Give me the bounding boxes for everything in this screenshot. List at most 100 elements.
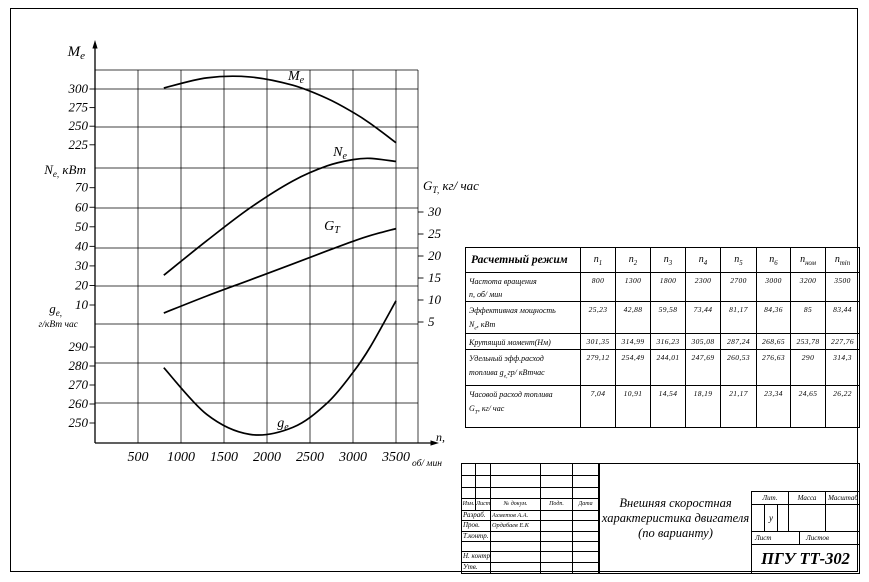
signature-sign-cell	[541, 541, 573, 552]
signature-date-cell	[573, 541, 599, 552]
table-cell: 800	[580, 271, 616, 303]
label-text: N	[469, 319, 475, 329]
signature-date-cell	[573, 511, 599, 521]
table-cell: 314,99	[615, 333, 651, 351]
table-cell: 85	[790, 301, 826, 335]
signature-row: Т.контр.	[462, 531, 599, 542]
signature-name	[491, 531, 541, 541]
table-col-header: n4	[685, 247, 721, 273]
signature-role: Пров.	[462, 521, 491, 531]
table-cell: 2700	[720, 271, 757, 303]
signature-role: Т.контр.	[462, 531, 491, 541]
table-cell: 279,12	[580, 349, 616, 387]
table-cell: 254,49	[615, 349, 651, 387]
sheet-label: Лист	[752, 532, 800, 544]
stamp-header-cell: Подп.	[541, 499, 573, 511]
table-cell: 268,65	[756, 333, 791, 351]
signature-name	[491, 562, 541, 573]
revision-grid-cell	[573, 476, 599, 488]
label-text: Крутящий момент(Нм)	[469, 338, 551, 348]
calc-table: Расчетный режим n1 n2 n3 n4 n5 n6 nном nmin Часто…	[465, 247, 860, 429]
table-cell: 314,3	[825, 349, 860, 387]
table-cell: 1300	[615, 271, 651, 303]
row-label: Удельный эфф.расход топлива gе,гр/ кВтчас	[465, 349, 581, 387]
table-cell: 290	[790, 349, 826, 387]
table-row: Крутящий момент(Нм) 301,35 314,99 316,23 305…	[465, 333, 860, 351]
revision-grid-cell	[476, 476, 491, 488]
table-cell: 24,65	[790, 385, 826, 429]
table-cell: 3500	[825, 271, 860, 303]
stamp-header-cell: № докум.	[491, 499, 541, 511]
row-label: Частота вращения n, об/ мин	[465, 271, 581, 303]
revision-grid-cell	[541, 476, 573, 488]
label-text: , кВт	[476, 319, 496, 329]
col-header-base: n	[628, 253, 634, 265]
label-subscript: е,	[503, 373, 508, 380]
row-label-line: топлива gе,гр/ кВтчас	[469, 366, 577, 382]
stamp-header-row: Изм. Лист № докум. Подп. Дата	[462, 499, 599, 511]
label-text: гр/ кВтчас	[507, 367, 545, 377]
stamp-lit-header: Лит. Масса Масштаб	[751, 491, 859, 504]
drawing-title-line: характеристика двигателя	[601, 511, 750, 525]
signature-row: Утв.	[462, 562, 599, 573]
table-cell: 1800	[650, 271, 686, 303]
col-header-sub: 5	[739, 259, 743, 267]
row-label: Часовой расход топлива GТ, кг/ час	[465, 385, 581, 429]
stamp-header-cell: Изм.	[462, 499, 476, 511]
table-row: Часовой расход топлива GТ, кг/ час 7,04 10,…	[465, 385, 860, 429]
revision-grid-cell	[462, 464, 476, 476]
signature-name	[491, 552, 541, 562]
signature-sign-cell	[541, 531, 573, 541]
table-cell: 7,04	[580, 385, 616, 429]
drawing-title-line: Внешняя скоростная	[619, 496, 732, 510]
table-cell: 84,36	[756, 301, 791, 335]
label-text: Эффективная мощность	[469, 306, 556, 316]
signature-role	[462, 541, 491, 552]
signature-row: Н. контр.	[462, 552, 599, 563]
mass-value-cell	[789, 505, 826, 531]
mass-label: Масса	[789, 492, 826, 504]
table-cell: 59,58	[650, 301, 686, 335]
drawing-title-line: (по варианту)	[638, 526, 713, 540]
revision-grid-cell	[462, 476, 476, 488]
revision-grid-cell	[573, 464, 599, 476]
label-text: Удельный эфф.расход	[469, 354, 544, 364]
signature-role: Утв.	[462, 562, 491, 573]
table-cell: 21,17	[720, 385, 757, 429]
stamp-header-cell: Дата	[573, 499, 599, 511]
revision-grid-cell	[491, 476, 541, 488]
col-header-sub: 6	[774, 259, 778, 267]
label-text: n, об/ мин	[469, 290, 503, 300]
table-col-header: nmin	[825, 247, 860, 273]
table-cell: 10,91	[615, 385, 651, 429]
revision-grid-cell	[476, 488, 491, 499]
table-cell: 23,34	[756, 385, 791, 429]
table-row: Эффективная мощность Nе, кВт 25,23 42,88 59,…	[465, 301, 860, 335]
col-header-base: n	[769, 253, 775, 265]
table-row: Частота вращения n, об/ мин 800 1300 1800 230…	[465, 271, 860, 303]
table-cell: 83,44	[825, 301, 860, 335]
table-col-header: n5	[720, 247, 757, 273]
table-cell: 301,35	[580, 333, 616, 351]
scale-label: Масштаб	[828, 494, 858, 502]
col-header-base: n	[698, 253, 704, 265]
signature-role: Н. контр.	[463, 552, 491, 562]
signature-date-cell	[573, 552, 599, 562]
table-cell: 244,01	[650, 349, 686, 387]
signature-name	[491, 541, 541, 552]
revision-grid-cell	[491, 464, 541, 476]
signature-name: Ахметов А.А.	[491, 511, 541, 521]
row-label-line: n, об/ мин	[469, 288, 577, 301]
revision-grid-cell	[476, 464, 491, 476]
stamp-sheet-row: Лист Листов	[751, 531, 859, 544]
table-cell: 25,23	[580, 301, 616, 335]
table-row: Удельный эфф.расход топлива gе,гр/ кВтчас…	[465, 349, 860, 387]
signature-sign-cell	[541, 511, 573, 521]
signature-sign-cell	[541, 552, 573, 562]
table-col-header: n1	[580, 247, 616, 273]
signature-name: Ордабаев Е.К	[491, 521, 541, 531]
col-header-base: n	[593, 253, 599, 265]
signature-date-cell	[573, 531, 599, 541]
table-cell: 276,63	[756, 349, 791, 387]
sheets-label: Листов	[806, 534, 829, 542]
